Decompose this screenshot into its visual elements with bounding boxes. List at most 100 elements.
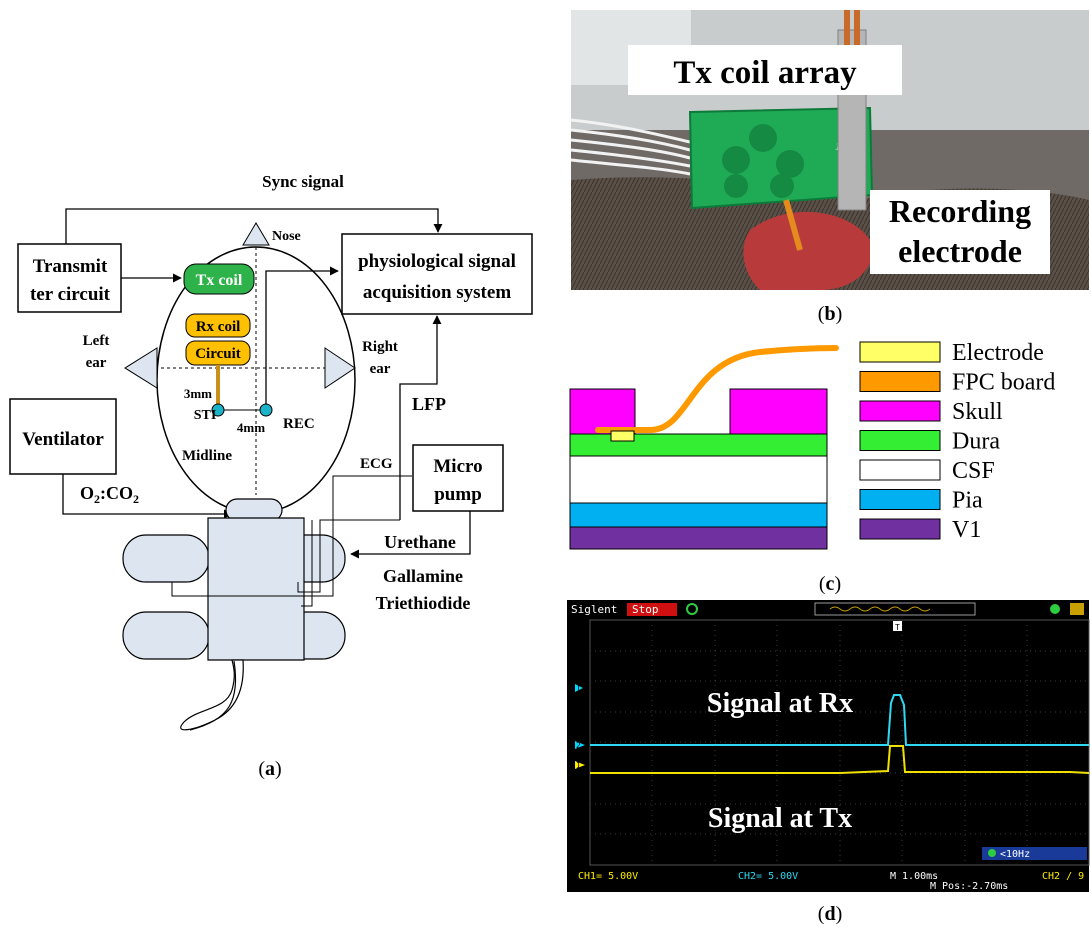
ecg-wire-3	[301, 520, 313, 607]
right-ear-label-1: Right	[362, 339, 398, 355]
legend-swatch-2	[859, 400, 941, 422]
caption-a-open: (	[258, 758, 265, 780]
ecg-label: ECG	[360, 456, 393, 472]
legend-label-6: V1	[952, 517, 981, 543]
panel-d: Siglent Stop T 2 1 T Signal at Rx Sig	[567, 600, 1090, 925]
co-chars: :CO	[100, 483, 133, 503]
caption-d-open: (	[818, 903, 825, 925]
trigger-level-marker	[575, 684, 583, 692]
fpc-strip	[783, 199, 803, 251]
caption-b: (b)	[818, 303, 842, 325]
legend-label-5: Pia	[952, 488, 983, 514]
coil-3	[776, 150, 804, 178]
midline-label: Midline	[182, 448, 232, 464]
skull-left	[569, 388, 636, 435]
acquisition-box	[341, 233, 533, 315]
stop-label: Stop	[632, 603, 659, 616]
ch2-setting: CH2= 5.00V	[738, 871, 798, 882]
brand-label: Siglent	[571, 603, 617, 616]
acquisition-label-2: acquisition system	[363, 282, 511, 303]
gallamine-label-1: Gallamine	[383, 566, 463, 586]
ventilator-box	[9, 398, 117, 475]
pump-line	[350, 511, 471, 559]
caption-a-close: )	[275, 758, 282, 780]
coil-4	[724, 174, 748, 198]
caption-b-open: (	[818, 303, 825, 325]
tx-coil-label: Tx coil	[196, 272, 243, 289]
micro-pump-box	[412, 444, 504, 512]
ch1-setting: CH1= 5.00V	[578, 871, 638, 882]
electrode-cable-1	[844, 10, 850, 50]
caption-d-letter: d	[824, 903, 835, 925]
trigger-position-marker	[893, 621, 902, 631]
micro-pump-label-1: Micro	[433, 456, 482, 477]
ch1-marker	[575, 761, 585, 769]
rec-label: REC	[283, 416, 315, 432]
pia-layer	[569, 502, 828, 528]
micro-pump-label-2: pump	[434, 484, 482, 505]
memory-bar	[814, 602, 976, 616]
o-char: O	[80, 483, 94, 503]
photo-wires	[570, 118, 691, 176]
recording-label-1: Recording	[889, 193, 1031, 229]
rx-coil-label: Rx coil	[196, 319, 241, 335]
trigger-position-label: T	[895, 623, 900, 632]
trigger-level-label: T	[576, 683, 581, 692]
ecg-wire-1	[171, 475, 412, 597]
rec-signal-line	[265, 266, 339, 404]
rx-signal-trace	[590, 694, 1089, 746]
mpos-setting: M Pos:-2.70ms	[930, 881, 1008, 892]
tx-coil-array-label: Tx coil array	[673, 55, 857, 91]
trig-freq-icon	[988, 849, 996, 857]
dist-3mm-label: 3mm	[184, 386, 212, 401]
legend-label-4: CSF	[952, 458, 995, 484]
legend-label-1: FPC board	[952, 370, 1055, 396]
caption-c-open: (	[819, 573, 826, 595]
sync-signal-line	[65, 208, 443, 246]
rat-body	[122, 498, 346, 661]
photo-exposed-tissue	[743, 211, 873, 290]
nose-label: Nose	[272, 229, 301, 244]
left-ear-label-1: Left	[83, 333, 110, 349]
transmitter-label-2: ter circuit	[30, 284, 111, 305]
gallamine-label-2: Triethiodide	[376, 593, 471, 613]
legend-swatch-1	[859, 371, 941, 392]
stop-badge	[627, 603, 677, 616]
o2-subscript: 2	[94, 492, 100, 506]
trig-freq-box	[982, 847, 1087, 860]
ch2-right-setting: CH2 / 9	[1042, 871, 1084, 882]
legend-label-0: Electrode	[952, 340, 1044, 366]
caption-b-close: )	[836, 303, 843, 325]
v1-layer	[569, 526, 828, 550]
caption-c: (c)	[819, 573, 841, 595]
co2-subscript: 2	[133, 492, 139, 506]
legend-label-3: Dura	[952, 429, 1000, 455]
trig-freq-label: <10Hz	[1000, 849, 1030, 860]
legend-swatch-3	[859, 430, 941, 451]
left-ear-label-2: ear	[86, 355, 107, 371]
transmitter-label-1: Transmit	[33, 256, 108, 277]
ventilator-line	[62, 474, 233, 519]
legend-swatch-6	[859, 518, 941, 540]
rat-tail	[180, 659, 244, 731]
rat-tail-outline	[189, 660, 237, 731]
caption-d: (d)	[818, 903, 842, 925]
skull-right	[729, 388, 828, 435]
fpc-board-shape	[595, 345, 839, 433]
timebase-setting: M 1.00ms	[890, 871, 938, 882]
caption-a: (a)	[258, 758, 281, 780]
panel-b: 1cm-8 Tx coil array Recording electrode …	[570, 10, 1089, 325]
ecg-wire-2	[297, 519, 400, 593]
coil-5	[770, 174, 794, 198]
signal-tx-label: Signal at Tx	[708, 803, 852, 834]
coil-2	[749, 124, 777, 152]
right-ear-label-2: ear	[370, 361, 391, 377]
trigger-icon	[686, 603, 698, 615]
tx-signal-trace	[590, 745, 1090, 774]
csf-layer	[569, 455, 828, 504]
coil-1	[722, 146, 750, 174]
ch2-marker	[575, 741, 585, 749]
ventilator-label: Ventilator	[22, 429, 104, 450]
memory-bar-waveform	[829, 606, 931, 612]
